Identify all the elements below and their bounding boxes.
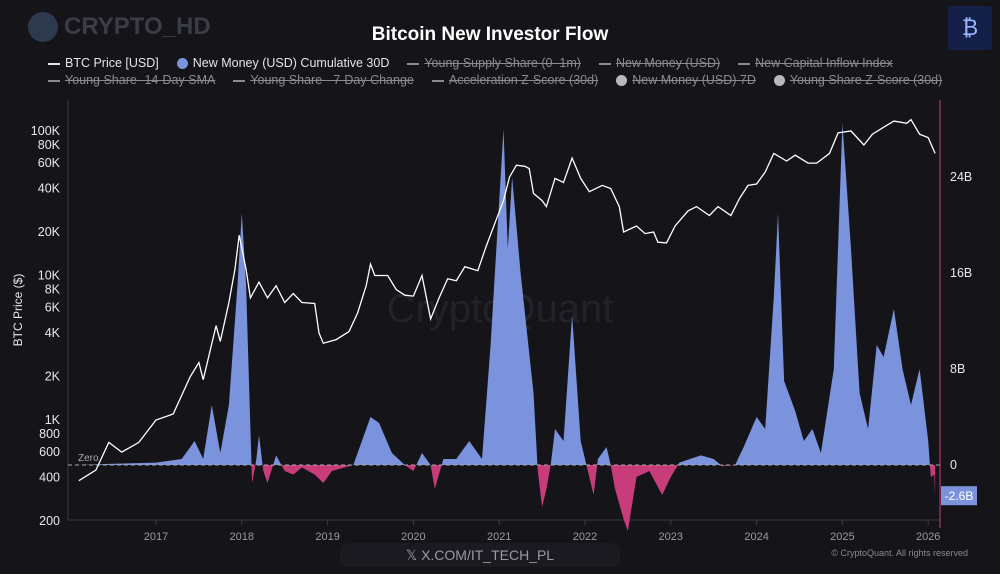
x-tick-label: 2022 <box>573 531 597 543</box>
zero-label: Zero <box>78 453 99 464</box>
legend-item[interactable]: Young Share - 7-Day Change <box>233 72 414 89</box>
legend-item[interactable]: Young Supply Share (0–1m) <box>407 55 581 72</box>
legend-label: Young Share Z-Score (30d) <box>789 73 943 87</box>
legend-label: Young Supply Share (0–1m) <box>424 56 581 70</box>
x-tick-label: 2025 <box>830 531 854 543</box>
y-left-tick-label: 600 <box>39 445 60 459</box>
legend-label: New Capital Inflow Index <box>755 56 893 70</box>
bitcoin-magnifier-icon: ₿ <box>948 6 992 50</box>
y-right-tick-label: 0 <box>950 458 957 472</box>
last-value-badge <box>941 486 977 506</box>
legend-label: Young Share - 7-Day Change <box>250 73 414 87</box>
y-left-tick-label: 4K <box>45 326 61 340</box>
legend-item[interactable]: New Money (USD) 7D <box>616 72 756 89</box>
legend-item[interactable]: Young Share -14-Day SMA <box>48 72 215 89</box>
y-left-tick-label: 10K <box>38 269 61 283</box>
legend-dot-icon <box>616 75 628 86</box>
y-left-axis-title: BTC Price ($) <box>11 274 25 347</box>
legend-item[interactable]: Young Share Z-Score (30d) <box>773 72 943 89</box>
y-left-tick-label: 400 <box>39 471 60 485</box>
y-right-tick-label: 16B <box>950 266 972 280</box>
telegram-icon <box>28 12 58 42</box>
legend-item[interactable]: New Money (USD) <box>598 55 721 72</box>
legend: BTC Price [USD] New Money (USD) Cumulativ… <box>48 55 958 89</box>
y-right-tick-label: 24B <box>950 170 972 184</box>
x-tick-label: 2017 <box>144 531 168 543</box>
y-left-tick-label: 800 <box>39 427 60 441</box>
y-left-tick-label: 20K <box>38 225 61 239</box>
legend-item[interactable]: New Money (USD) Cumulative 30D <box>176 55 390 72</box>
legend-label: New Money (USD) 7D <box>632 73 756 87</box>
legend-line-icon <box>407 62 420 65</box>
legend-line-icon <box>598 62 611 65</box>
x-tick-label: 2020 <box>401 531 425 543</box>
x-tick-label: 2024 <box>744 531 768 543</box>
legend-label: New Money (USD) <box>615 56 721 70</box>
btc-price-line <box>78 118 936 482</box>
x-logo-icon: 𝕏 <box>405 547 422 563</box>
chart-title: Bitcoin New Investor Flow <box>371 24 609 45</box>
last-value-label: -2.6B <box>945 489 974 503</box>
y-left-tick-label: 1K <box>45 413 61 427</box>
crypto-hd-watermark: CRYPTO_HD <box>28 12 211 42</box>
legend-label: Young Share -14-Day SMA <box>65 73 216 87</box>
legend-line-icon <box>233 79 246 82</box>
y-left-tick-label: 40K <box>38 182 61 196</box>
new-money-positive-area <box>78 123 936 465</box>
y-left-tick-label: 60K <box>38 156 61 170</box>
x-tick-label: 2026 <box>916 531 940 543</box>
y-left-tick-label: 100K <box>31 124 61 138</box>
x-handle-watermark: 𝕏 X.COM/IT_TECH_PL <box>340 543 620 567</box>
y-left-tick-label: 200 <box>39 514 60 528</box>
x-tick-label: 2021 <box>487 531 511 543</box>
legend-label: New Money (USD) Cumulative 30D <box>192 56 390 70</box>
x-tick-label: 2018 <box>230 531 254 543</box>
y-left-tick-label: 80K <box>38 138 61 152</box>
x-tick-label: 2019 <box>315 531 339 543</box>
legend-line-icon <box>431 79 444 82</box>
y-left-tick-label: 2K <box>45 370 61 384</box>
legend-line-icon <box>48 79 60 82</box>
legend-label: BTC Price [USD] <box>65 56 159 70</box>
legend-dot-icon <box>773 75 785 86</box>
y-right-tick-label: 8B <box>950 362 965 376</box>
copyright: © CryptoQuant. All rights reserved <box>831 548 968 558</box>
legend-dot-icon <box>176 58 188 69</box>
y-left-tick-label: 6K <box>45 301 61 315</box>
legend-label: Acceleration Z-Score (30d) <box>448 73 599 87</box>
legend-item[interactable]: Acceleration Z-Score (30d) <box>431 72 599 89</box>
legend-line-icon <box>48 62 60 65</box>
y-left-tick-label: 8K <box>45 283 61 297</box>
legend-item[interactable]: BTC Price [USD] <box>48 55 159 72</box>
x-tick-label: 2023 <box>659 531 683 543</box>
legend-line-icon <box>738 62 751 65</box>
legend-item[interactable]: New Capital Inflow Index <box>738 55 893 72</box>
